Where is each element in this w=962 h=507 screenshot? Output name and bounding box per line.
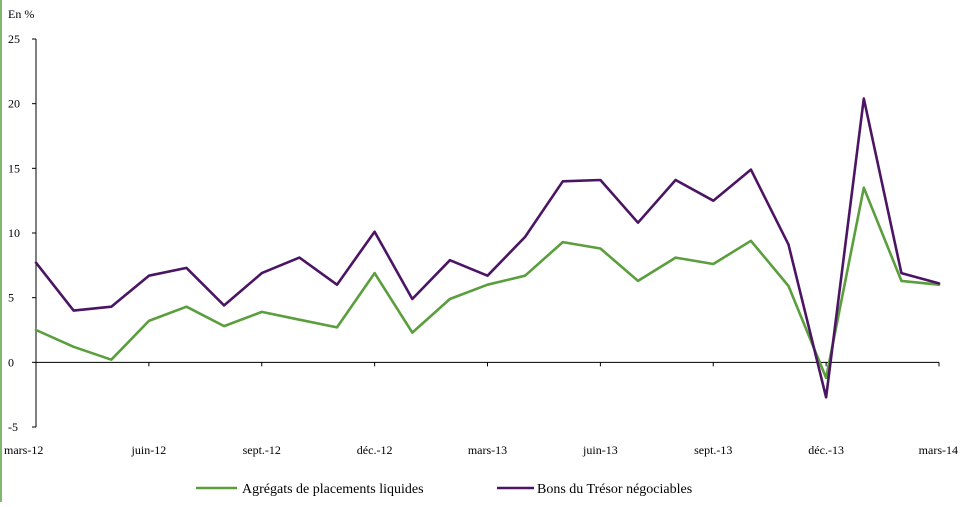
x-tick-label: juin-12 — [131, 443, 167, 457]
axes — [35, 39, 939, 427]
x-ticks: mars-12 juin-12 sept.-12 déc.-12 mars-13 juin… — [4, 362, 958, 457]
x-tick-label: mars-13 — [468, 443, 507, 457]
series-line-1 — [34, 186, 941, 380]
x-tick-label: juin-13 — [582, 443, 618, 457]
y-axis-label: En % — [8, 7, 34, 21]
legend-label-1: Agrégats de placements liquides — [242, 482, 424, 497]
y-ticks: -5 0 5 10 15 20 25 — [8, 32, 36, 434]
legend-label-2: Bons du Trésor négociables — [537, 482, 692, 497]
x-tick-label: mars-14 — [919, 443, 958, 457]
y-tick-label: 0 — [8, 355, 14, 369]
y-tick-label: 10 — [8, 226, 20, 240]
legend: Agrégats de placements liquides Bons du T… — [196, 482, 692, 497]
y-tick-label: 5 — [8, 291, 14, 305]
series-layer — [34, 97, 941, 399]
y-tick-label: -5 — [8, 420, 18, 434]
series-line-2 — [34, 97, 941, 399]
x-tick-label: sept.-13 — [694, 443, 732, 457]
y-tick-label: 20 — [8, 97, 20, 111]
y-tick-label: 15 — [8, 161, 20, 175]
x-tick-label: sept.-12 — [243, 443, 281, 457]
x-tick-label: déc.-13 — [808, 443, 844, 457]
x-tick-label: déc.-12 — [357, 443, 393, 457]
y-tick-label: 25 — [8, 32, 20, 46]
x-tick-label: mars-12 — [4, 443, 43, 457]
